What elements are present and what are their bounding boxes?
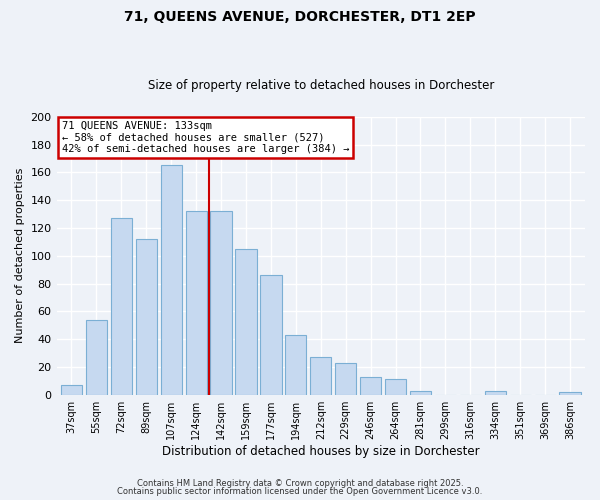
Bar [185, 212, 207, 394]
Bar [86, 320, 107, 394]
Bar [111, 218, 132, 394]
Text: 71 QUEENS AVENUE: 133sqm
← 58% of detached houses are smaller (527)
42% of semi-: 71 QUEENS AVENUE: 133sqm ← 58% of detach… [62, 121, 349, 154]
Bar [335, 362, 356, 394]
Bar [260, 275, 281, 394]
Bar [61, 385, 82, 394]
Bar [211, 212, 232, 394]
Bar [485, 390, 506, 394]
Text: Contains public sector information licensed under the Open Government Licence v3: Contains public sector information licen… [118, 487, 482, 496]
Bar [310, 357, 331, 395]
Y-axis label: Number of detached properties: Number of detached properties [15, 168, 25, 344]
Text: Contains HM Land Registry data © Crown copyright and database right 2025.: Contains HM Land Registry data © Crown c… [137, 478, 463, 488]
X-axis label: Distribution of detached houses by size in Dorchester: Distribution of detached houses by size … [162, 444, 479, 458]
Bar [136, 239, 157, 394]
Bar [410, 390, 431, 394]
Bar [559, 392, 581, 394]
Bar [360, 376, 381, 394]
Bar [161, 166, 182, 394]
Bar [285, 335, 307, 394]
Bar [235, 249, 257, 394]
Text: 71, QUEENS AVENUE, DORCHESTER, DT1 2EP: 71, QUEENS AVENUE, DORCHESTER, DT1 2EP [124, 10, 476, 24]
Bar [385, 380, 406, 394]
Title: Size of property relative to detached houses in Dorchester: Size of property relative to detached ho… [148, 79, 494, 92]
